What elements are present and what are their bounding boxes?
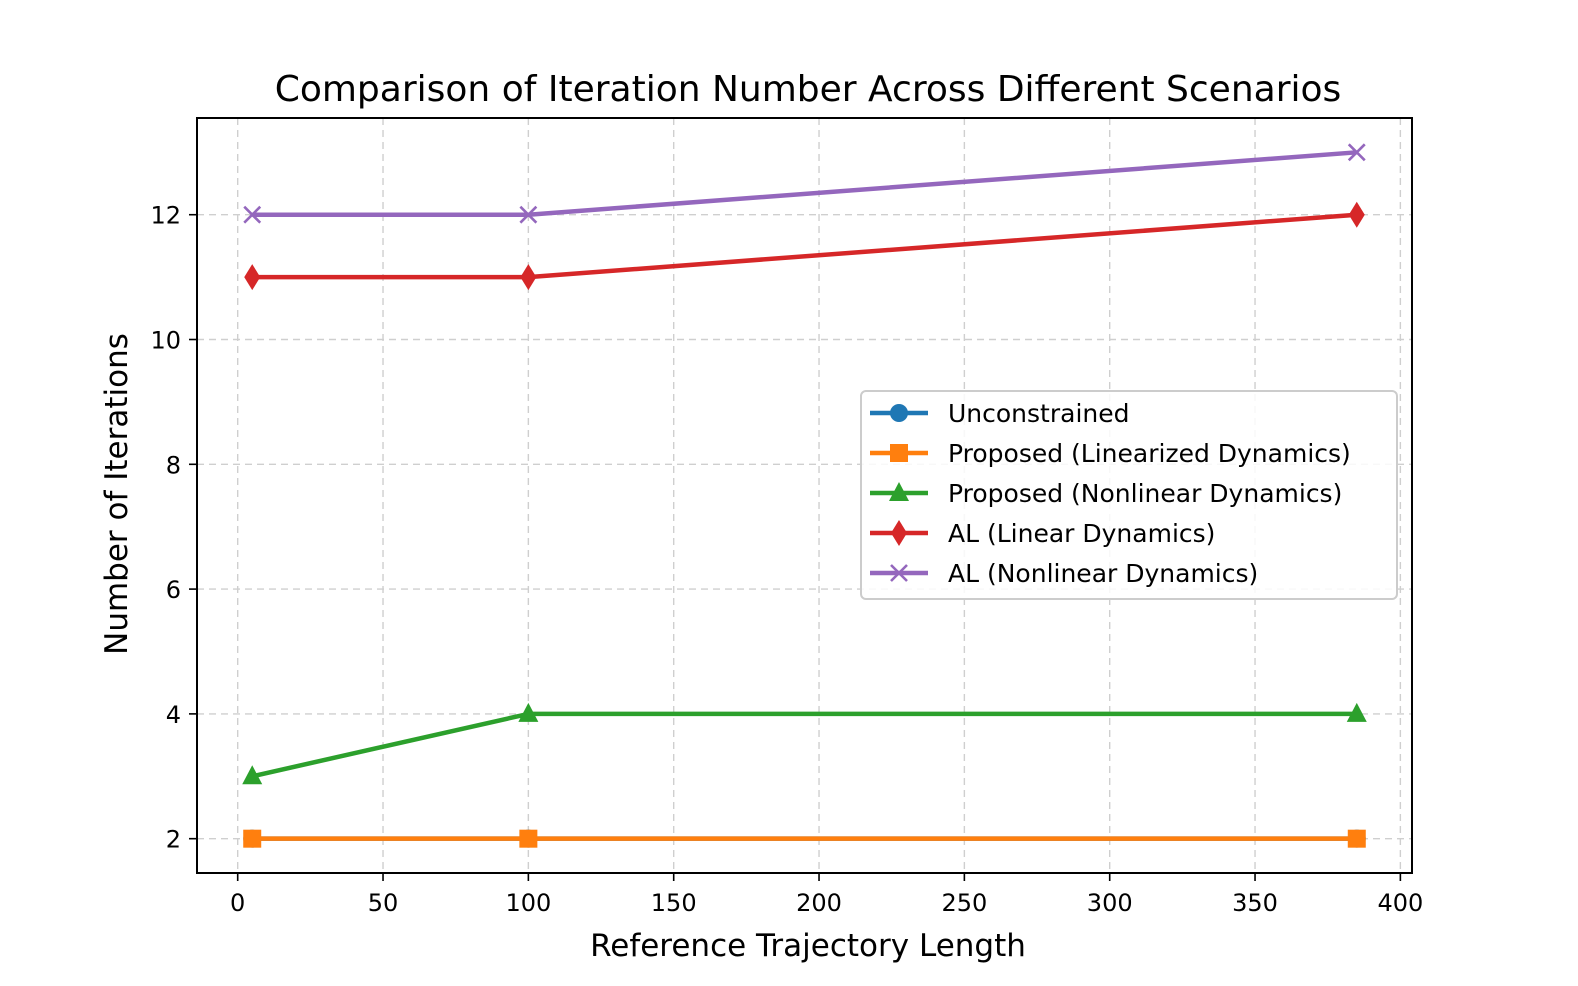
legend-marker bbox=[890, 564, 908, 582]
data-point bbox=[518, 702, 539, 722]
legend-entry: Unconstrained bbox=[870, 399, 1130, 428]
series-5 bbox=[243, 143, 1366, 224]
plot-frame bbox=[196, 117, 1413, 874]
x-tick-label: 250 bbox=[941, 889, 987, 917]
data-point bbox=[520, 264, 537, 291]
y-tick-label: 6 bbox=[166, 576, 181, 604]
x-tick-label: 200 bbox=[796, 889, 842, 917]
x-tick-label: 100 bbox=[505, 889, 551, 917]
series-4 bbox=[244, 201, 1365, 291]
legend-label: Unconstrained bbox=[948, 399, 1130, 428]
y-tick-label: 4 bbox=[166, 701, 181, 729]
legend-box bbox=[860, 390, 1398, 600]
data-point bbox=[519, 829, 538, 848]
legend: Unconstrained Proposed (Linearized Dynami… bbox=[860, 390, 1398, 600]
x-marker-stroke bbox=[890, 564, 908, 582]
legend-marker bbox=[890, 444, 908, 462]
x-marker-stroke bbox=[1347, 143, 1366, 162]
x-marker-stroke bbox=[243, 205, 262, 224]
legend-entry: AL (Linear Dynamics) bbox=[870, 519, 1215, 548]
data-point bbox=[1346, 702, 1367, 722]
legend-marker bbox=[890, 404, 908, 422]
x-marker-stroke bbox=[519, 205, 538, 224]
data-point bbox=[243, 205, 262, 224]
data-point bbox=[244, 264, 261, 291]
x-tick-label: 0 bbox=[230, 889, 245, 917]
x-tick-label: 150 bbox=[651, 889, 697, 917]
series-2 bbox=[243, 829, 1366, 848]
x-tick-label: 350 bbox=[1232, 889, 1278, 917]
x-tick-label: 50 bbox=[368, 889, 399, 917]
axis-ticks: 0 50 100 150 200 250 300 350 400 2 4 6 8 10 12 bbox=[150, 202, 1423, 917]
chart-title: Comparison of Iteration Number Across Di… bbox=[275, 69, 1342, 110]
legend-label: AL (Nonlinear Dynamics) bbox=[948, 559, 1258, 588]
x-tick-label: 300 bbox=[1087, 889, 1133, 917]
data-point bbox=[242, 765, 263, 785]
y-tick-label: 2 bbox=[166, 826, 181, 854]
y-axis-label: Number of Iterations bbox=[99, 333, 135, 655]
legend-label: Proposed (Nonlinear Dynamics) bbox=[948, 479, 1342, 508]
legend-marker bbox=[891, 520, 907, 546]
legend-label: AL (Linear Dynamics) bbox=[948, 519, 1215, 548]
y-tick-label: 10 bbox=[150, 327, 181, 355]
data-point bbox=[1348, 201, 1365, 228]
series-layer bbox=[242, 143, 1367, 848]
legend-marker bbox=[889, 482, 909, 501]
legend-entry: Proposed (Nonlinear Dynamics) bbox=[870, 479, 1342, 508]
legend-entry: Proposed (Linearized Dynamics) bbox=[870, 439, 1351, 468]
x-axis-label: Reference Trajectory Length bbox=[590, 928, 1026, 964]
data-point bbox=[519, 205, 538, 224]
y-tick-label: 8 bbox=[166, 451, 181, 479]
legend-entry: AL (Nonlinear Dynamics) bbox=[870, 559, 1258, 588]
x-tick-label: 400 bbox=[1377, 889, 1423, 917]
data-point bbox=[243, 829, 262, 848]
data-point bbox=[1347, 829, 1366, 848]
data-point bbox=[1347, 143, 1366, 162]
legend-label: Proposed (Linearized Dynamics) bbox=[948, 439, 1351, 468]
series-3 bbox=[242, 702, 1367, 785]
y-tick-label: 12 bbox=[150, 202, 181, 230]
